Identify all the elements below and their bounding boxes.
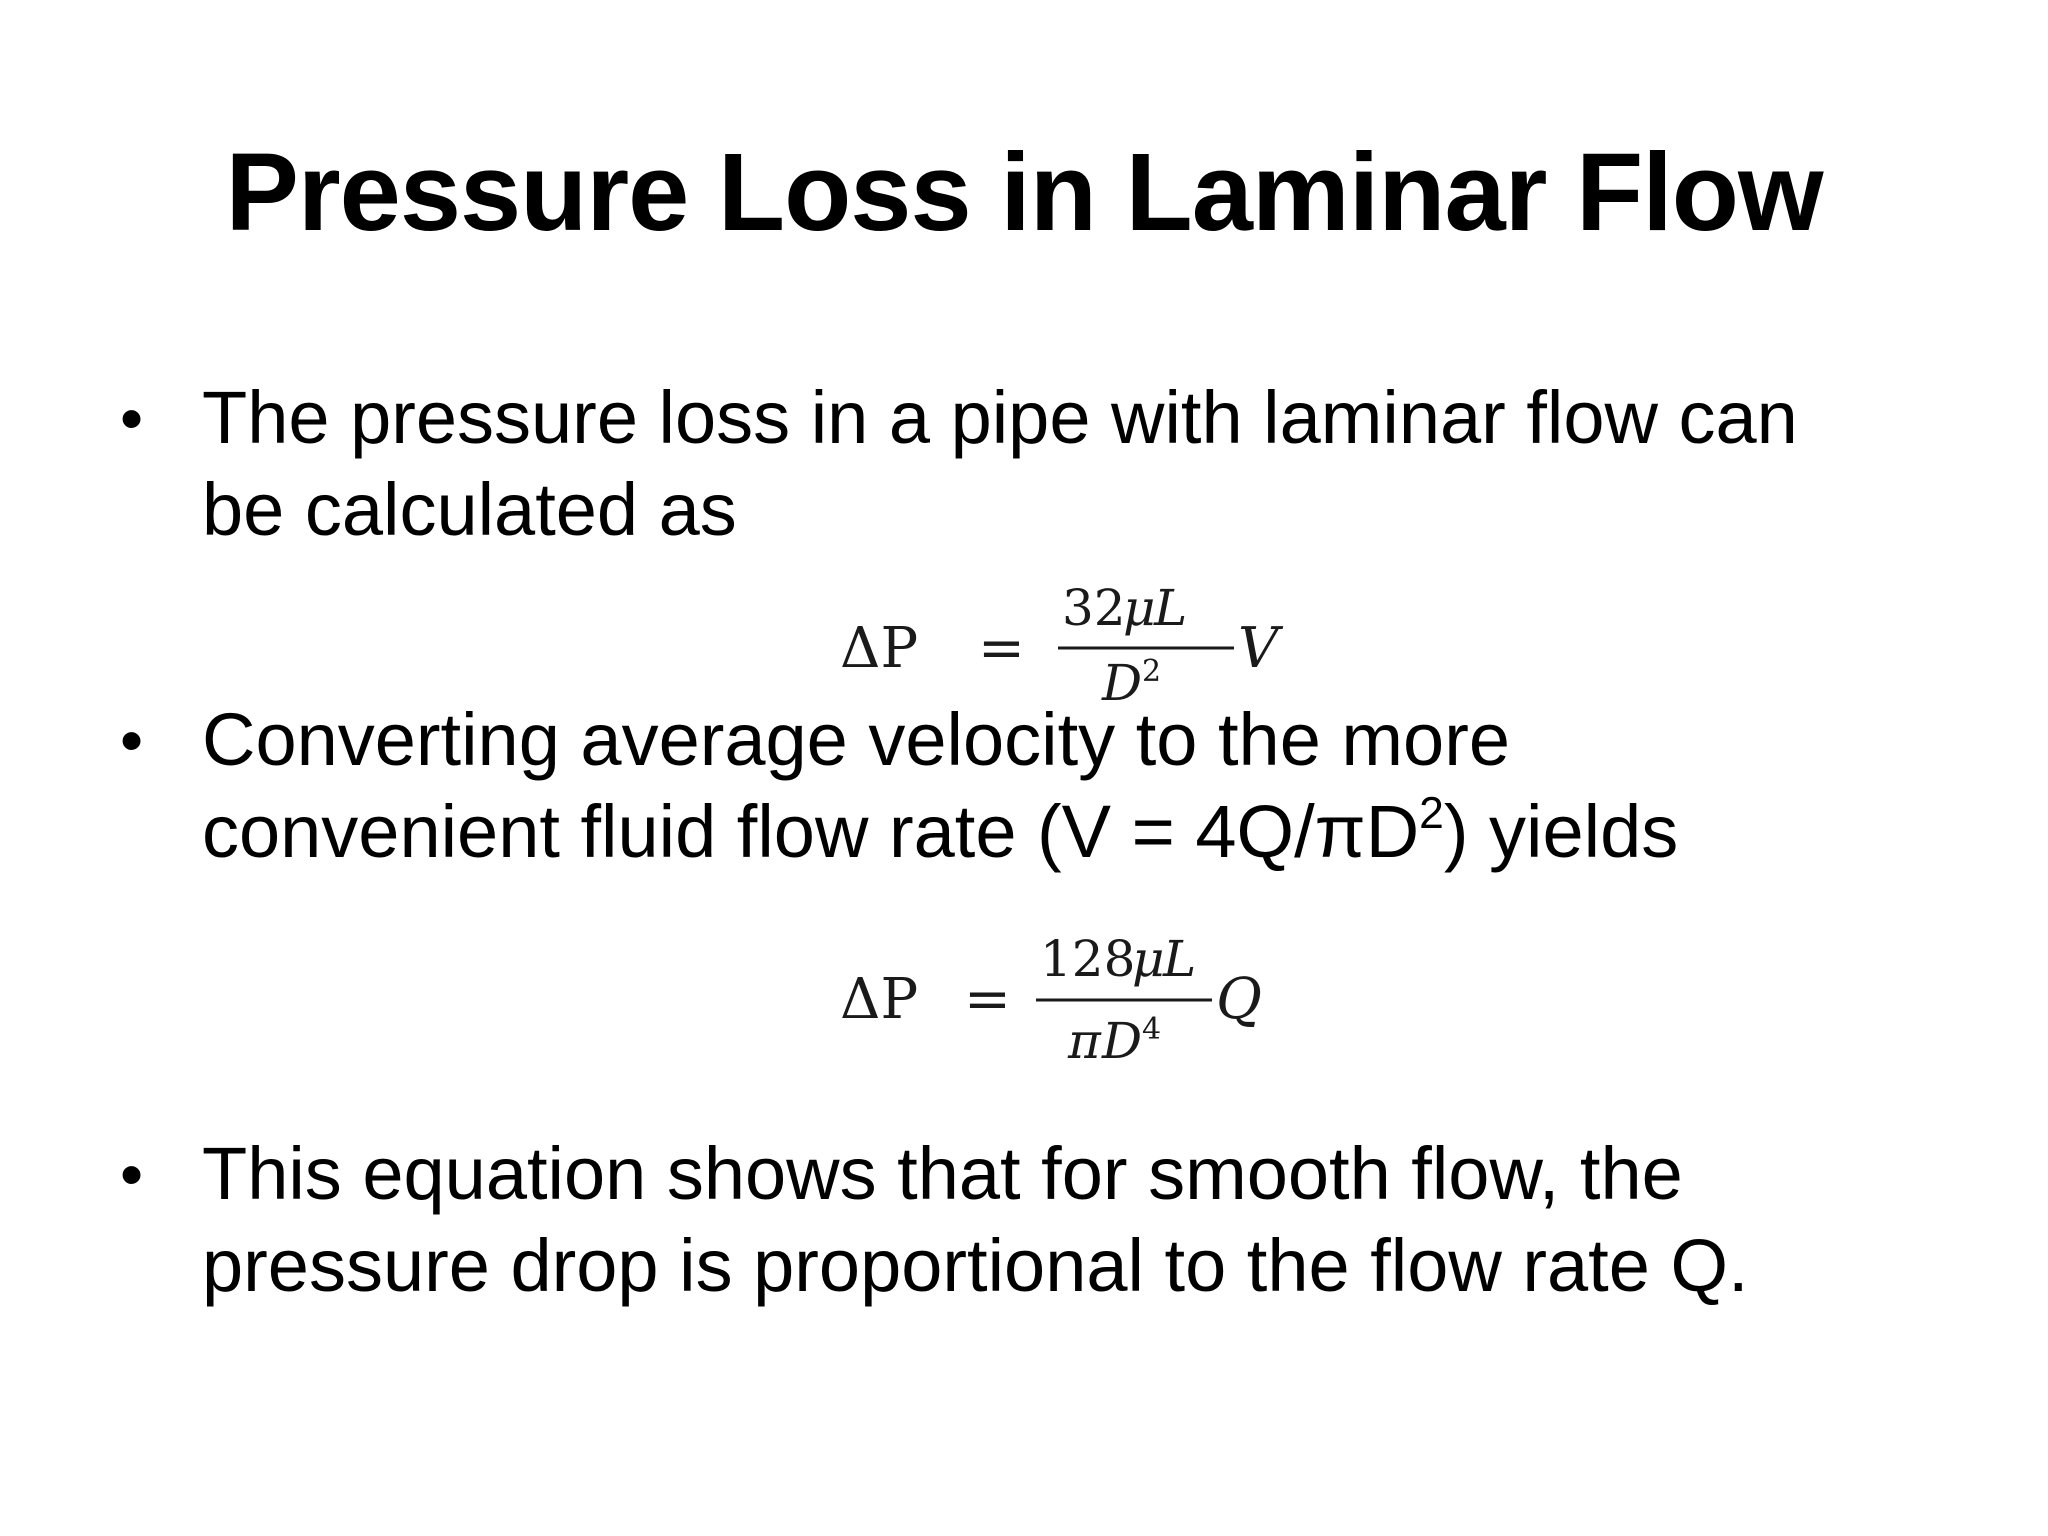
equation-numerator-mu: μ — [1132, 930, 1165, 988]
equation-numerator-coef: 128 — [1040, 930, 1135, 988]
equation-denominator-pi: π — [1067, 1012, 1102, 1070]
bullet-line-text: convenient fluid flow rate (V = 4Q/πD — [202, 790, 1420, 873]
equation-equals: = — [978, 616, 1025, 681]
bullet-text: The pressure loss in a pipe with laminar… — [202, 372, 1920, 556]
bullet-item-3: • This equation shows that for smooth fl… — [120, 1128, 1920, 1312]
equation-rhs-variable: Q — [1216, 967, 1262, 1032]
bullet-line: pressure drop is proportional to the flo… — [202, 1224, 1749, 1307]
bullet-line: This equation shows that for smooth flow… — [202, 1132, 1683, 1215]
equation-equals: = — [964, 967, 1011, 1032]
equation-lhs: ΔP — [840, 616, 918, 681]
slide-title: Pressure Loss in Laminar Flow — [225, 131, 1823, 254]
equation-numerator-coef: 32 — [1062, 579, 1126, 637]
equation-pressure-loss-velocity: ΔP = 32 μ L D 2 V — [840, 579, 1320, 712]
equation-rhs-variable: V — [1238, 616, 1284, 681]
bullet-item-1: • The pressure loss in a pipe with lamin… — [120, 372, 1920, 556]
equation-denominator-D: D — [1101, 1012, 1142, 1070]
bullet-line: Converting average velocity to the more — [202, 698, 1511, 781]
bullet-text: Converting average velocity to the more … — [202, 694, 1920, 878]
equation-numerator-L: L — [1162, 930, 1196, 988]
superscript: 2 — [1419, 788, 1444, 838]
bullet-text: This equation shows that for smooth flow… — [202, 1128, 1920, 1312]
equation-lhs: ΔP — [840, 967, 918, 1032]
bullet-line: The pressure loss in a pipe with laminar… — [202, 376, 1798, 459]
equation-denominator-exponent: 2 — [1142, 654, 1161, 689]
bullet-marker: • — [120, 1137, 144, 1211]
bullet-marker: • — [120, 703, 144, 777]
equation-numerator-mu: μ — [1123, 579, 1156, 637]
equation-denominator-D: D — [1101, 654, 1142, 712]
equation-pressure-loss-flow-rate: ΔP = 128 μ L π D 4 Q — [840, 928, 1320, 1078]
bullet-line: convenient fluid flow rate (V = 4Q/πD2) … — [202, 786, 1920, 878]
bullet-item-2: • Converting average velocity to the mor… — [120, 694, 1920, 878]
bullet-line-text: ) yields — [1443, 790, 1679, 873]
equation-numerator-L: L — [1153, 579, 1187, 637]
equation-denominator-exponent: 4 — [1142, 1012, 1161, 1047]
bullet-line: be calculated as — [202, 468, 737, 551]
bullet-marker: • — [120, 381, 144, 455]
